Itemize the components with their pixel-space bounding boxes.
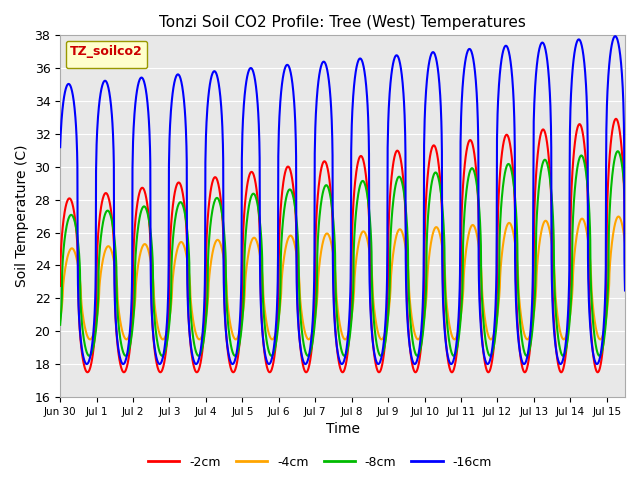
Legend: -2cm, -4cm, -8cm, -16cm: -2cm, -4cm, -8cm, -16cm bbox=[143, 451, 497, 474]
X-axis label: Time: Time bbox=[326, 422, 360, 436]
Y-axis label: Soil Temperature (C): Soil Temperature (C) bbox=[15, 145, 29, 288]
Title: Tonzi Soil CO2 Profile: Tree (West) Temperatures: Tonzi Soil CO2 Profile: Tree (West) Temp… bbox=[159, 15, 526, 30]
Legend:  bbox=[66, 41, 147, 68]
